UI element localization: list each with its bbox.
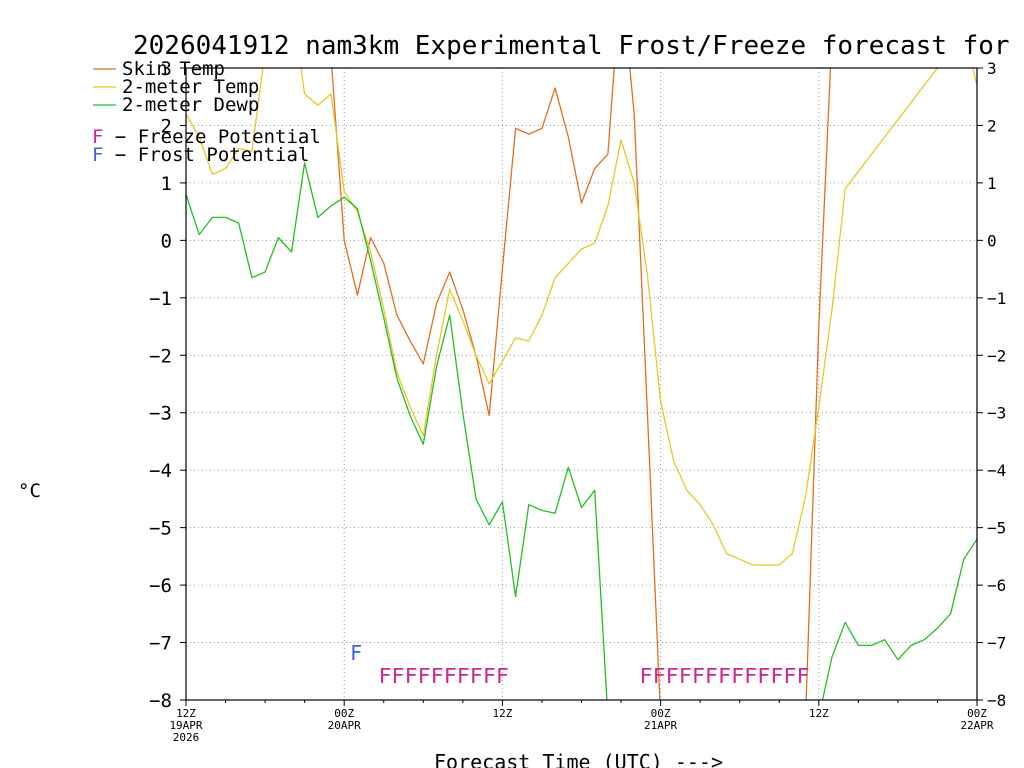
y-tick-label-left: −4 <box>149 460 172 482</box>
grid-lines <box>186 68 977 700</box>
series-line-2-meter-temp <box>186 68 977 566</box>
y-tick-label-left: 3 <box>161 58 172 80</box>
flag-legend-letter: F <box>92 144 103 166</box>
y-tick-label-left: −7 <box>149 633 172 655</box>
y-tick-label-right: 3 <box>987 59 997 78</box>
series-line-2-meter-dewp <box>186 162 977 700</box>
flag-legend-label: − Freeze Potential <box>103 126 320 148</box>
y-tick-label-right: 0 <box>987 231 997 250</box>
y-tick-label-left: 0 <box>161 230 172 252</box>
x-tick-label: 12Z <box>809 707 829 720</box>
potential-flags: FFFFFFFFFFF FFFFFFFFFFFFF <box>350 641 809 688</box>
y-tick-label-right: −3 <box>987 404 1006 423</box>
x-tick-label: 20APR <box>328 719 361 732</box>
freeze-potential-flag: FFFFFFFFFFFFF <box>640 664 810 688</box>
series-lines <box>186 68 977 700</box>
y-tick-label-left: −2 <box>149 345 172 367</box>
y-tick-label-left: 2 <box>161 115 172 137</box>
x-tick-label: 00Z <box>967 707 987 720</box>
y-tick-label-right: −1 <box>987 289 1006 308</box>
x-tick-label: 22APR <box>960 719 993 732</box>
flag-legend-entry: F − Frost Potential <box>92 144 309 166</box>
y-tick-label-right: −7 <box>987 634 1006 653</box>
flag-legend-entry: F − Freeze Potential <box>92 126 321 148</box>
y-tick-label-right: −4 <box>987 461 1006 480</box>
x-tick-label: 21APR <box>644 719 677 732</box>
y-tick-label-right: −6 <box>987 576 1006 595</box>
frost-potential-flag: F <box>350 641 362 665</box>
legend-entry: 2-meter Dewp <box>122 94 259 116</box>
y-tick-label-left: 1 <box>161 173 172 195</box>
chart-title: 2026041912 nam3km Experimental Frost/Fre… <box>133 31 1024 61</box>
y-axis-label: °C <box>18 480 41 502</box>
y-tick-label-left: −6 <box>149 575 172 597</box>
y-tick-label-right: −5 <box>987 519 1006 538</box>
legend-entry: Skin Temp <box>122 58 225 80</box>
series-line-skin-temp <box>331 68 832 700</box>
y-tick-label-left: −8 <box>149 690 172 712</box>
y-tick-label-right: 1 <box>987 174 997 193</box>
x-tick-label: 19APR <box>169 719 202 732</box>
legend-entry: 2-meter Temp <box>122 76 259 98</box>
x-axis-label: Forecast Time (UTC) ---> <box>434 750 723 768</box>
y-tick-label-left: −5 <box>149 518 172 540</box>
axes: −8 −8 −7 −7 −6 −6 −5 −5 −4 −4 −3 −3 −2 −2 −1 −1 0 0 1 1 2 2 3 3… <box>149 58 1006 744</box>
x-tick-label: 12Z <box>492 707 512 720</box>
y-tick-label-right: −8 <box>987 691 1006 710</box>
y-tick-label-left: −3 <box>149 403 172 425</box>
x-tick-label: 00Z <box>334 707 354 720</box>
flag-legend-letter: F <box>92 126 103 148</box>
y-tick-label-left: −1 <box>149 288 172 310</box>
x-tick-label: 2026 <box>173 731 200 744</box>
y-tick-label-right: 2 <box>987 116 997 135</box>
freeze-potential-flag: FFFFFFFFFF <box>378 664 509 688</box>
flag-legend-label: − Frost Potential <box>103 144 309 166</box>
x-tick-label: 00Z <box>651 707 671 720</box>
x-tick-label: 12Z <box>176 707 196 720</box>
y-tick-label-right: −2 <box>987 346 1006 365</box>
